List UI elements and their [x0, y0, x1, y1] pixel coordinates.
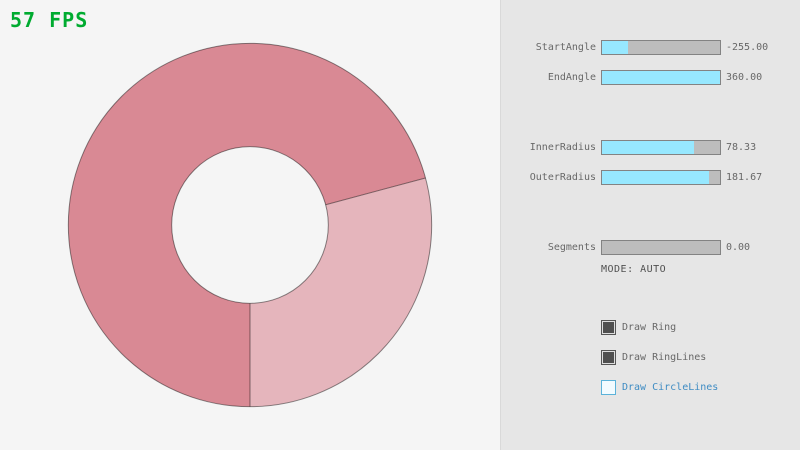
checkbox-draw-ring[interactable]: Draw Ring	[601, 320, 676, 335]
checkbox-draw-ringlines[interactable]: Draw RingLines	[601, 350, 706, 365]
fps-counter: 57 FPS	[10, 8, 89, 32]
slider-end-angle: EndAngle 360.00	[501, 70, 800, 85]
checkbox-box[interactable]	[601, 320, 616, 335]
slider-track[interactable]	[601, 240, 721, 255]
checkbox-label: Draw RingLines	[622, 352, 707, 363]
slider-fill	[602, 171, 710, 184]
slider-track[interactable]	[601, 40, 721, 55]
slider-label: InnerRadius	[529, 142, 596, 153]
checkbox-box[interactable]	[601, 380, 616, 395]
slider-label: OuterRadius	[529, 172, 596, 183]
slider-value: 0.00	[726, 242, 751, 253]
slider-fill	[602, 41, 628, 54]
slider-fill	[602, 141, 695, 154]
slider-label: EndAngle	[547, 72, 596, 83]
segments-mode-text: MODE: AUTO	[601, 264, 667, 275]
ring-sector-overlap	[68, 43, 426, 407]
slider-track[interactable]	[601, 170, 721, 185]
slider-value: 181.67	[726, 172, 763, 183]
control-panel: StartAngle -255.00 EndAngle 360.00 Inner…	[500, 0, 800, 450]
checkbox-box[interactable]	[601, 350, 616, 365]
slider-label: StartAngle	[535, 42, 596, 53]
slider-outer-radius: OuterRadius 181.67	[501, 170, 800, 185]
ring-outlines	[67, 42, 433, 408]
slider-start-angle: StartAngle -255.00	[501, 40, 800, 55]
slider-track[interactable]	[601, 70, 721, 85]
slider-inner-radius: InnerRadius 78.33	[501, 140, 800, 155]
slider-value: 78.33	[726, 142, 757, 153]
ring-sector-single	[250, 177, 432, 407]
slider-fill	[602, 71, 720, 84]
checkbox-label: Draw CircleLines	[622, 382, 719, 393]
slider-value: 360.00	[726, 72, 763, 83]
slider-label: Segments	[547, 242, 596, 253]
slider-segments: Segments 0.00	[501, 240, 800, 255]
checkbox-draw-circlelines[interactable]: Draw CircleLines	[601, 380, 718, 395]
checkbox-label: Draw Ring	[622, 322, 677, 333]
slider-value: -255.00	[726, 42, 769, 53]
slider-track[interactable]	[601, 140, 721, 155]
